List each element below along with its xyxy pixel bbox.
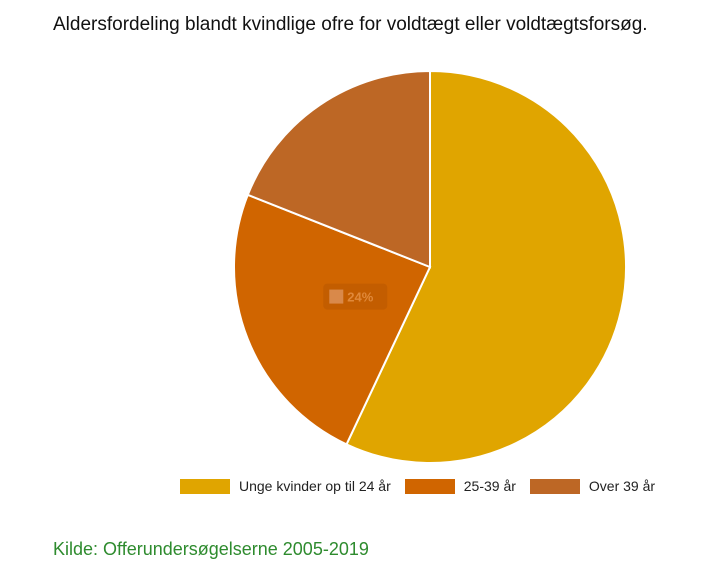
legend-swatch-25-39 bbox=[404, 478, 455, 494]
data-label-25-39: 24% bbox=[323, 283, 388, 310]
legend-item-under-24[interactable]: Unge kvinder op til 24 år bbox=[180, 478, 391, 494]
chart-title: Aldersfordeling blandt kvindlige ofre fo… bbox=[53, 14, 648, 35]
legend-swatch-over-39 bbox=[529, 478, 580, 494]
legend-label-25-39: 25-39 år bbox=[463, 478, 516, 494]
data-label-swatch bbox=[329, 289, 344, 304]
legend-item-over-39[interactable]: Over 39 år bbox=[529, 478, 656, 494]
legend-label-over-39: Over 39 år bbox=[588, 478, 656, 494]
legend-swatch-under-24 bbox=[180, 478, 230, 494]
legend-label-under-24: Unge kvinder op til 24 år bbox=[239, 478, 391, 494]
data-label-text: 24% bbox=[347, 290, 373, 305]
legend-item-25-39[interactable]: 25-39 år bbox=[404, 478, 516, 494]
pie-slice-25-39[interactable] bbox=[233, 193, 432, 446]
legend: Unge kvinder op til 24 år 25-39 år Over … bbox=[180, 478, 655, 494]
pie-slice-over-39[interactable] bbox=[246, 69, 431, 269]
pie-slice-under-24[interactable] bbox=[345, 69, 627, 464]
pie-chart: 24% bbox=[233, 69, 627, 464]
source-note: Kilde: Offerundersøgelserne 2005-2019 bbox=[53, 539, 369, 559]
